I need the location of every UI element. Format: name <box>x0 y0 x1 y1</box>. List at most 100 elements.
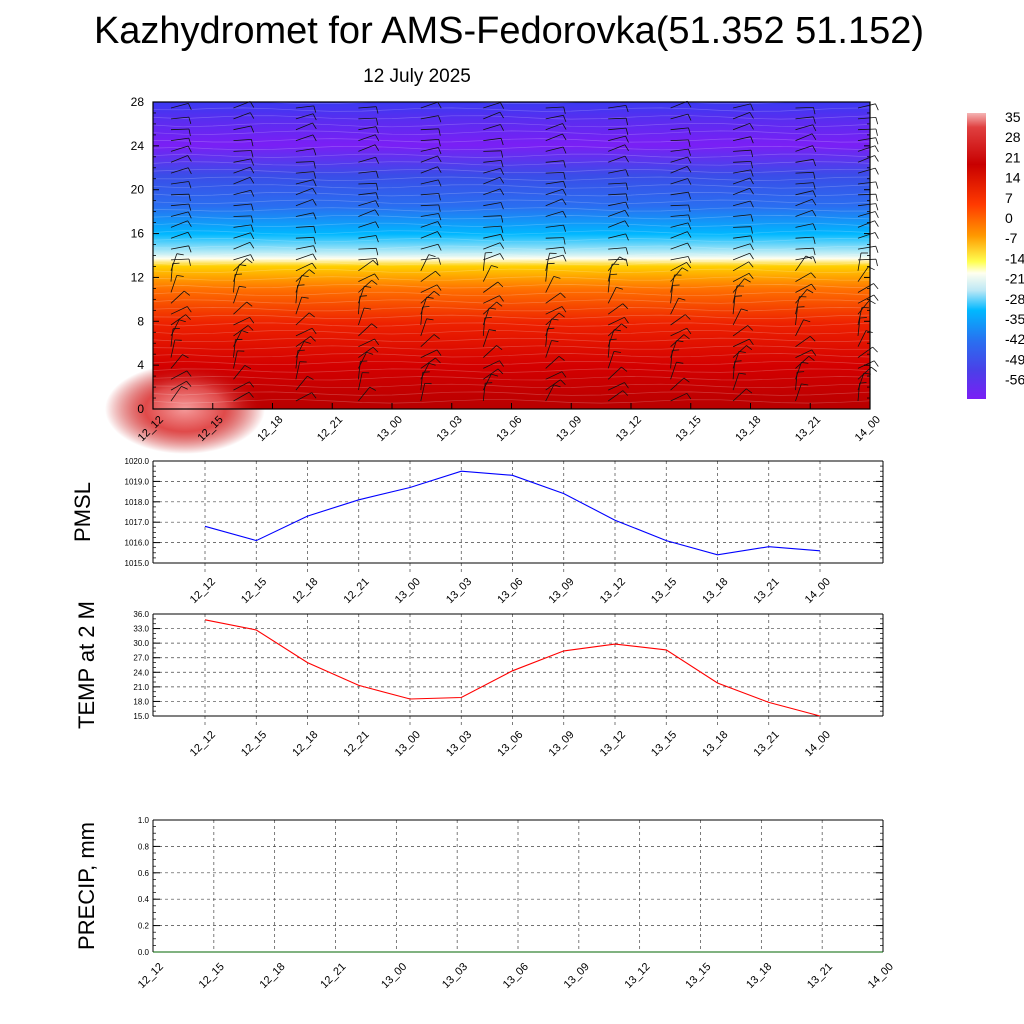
section-x-tick-label: 13_15 <box>674 414 704 444</box>
wind-barb-feather <box>433 334 440 340</box>
wind-barb-feather <box>250 224 254 232</box>
x-tick-label: 13_03 <box>440 961 470 991</box>
wind-barb <box>545 276 555 293</box>
x-tick-label: 13_12 <box>598 576 628 606</box>
wind-barb <box>358 200 376 207</box>
wind-barb-feather <box>375 106 379 114</box>
wind-barb <box>670 377 685 391</box>
wind-barb-feather <box>750 214 754 222</box>
wind-barb <box>295 171 314 174</box>
wind-barb <box>170 354 183 369</box>
wind-barb-feather <box>185 314 191 320</box>
wind-barb <box>608 105 627 109</box>
wind-barb-feather <box>686 166 692 173</box>
x-tick-label: 13_15 <box>649 576 679 606</box>
wind-barb-feather <box>683 377 690 383</box>
wind-barb <box>670 113 689 120</box>
wind-barb-feather <box>428 362 436 366</box>
wind-barb-feather <box>625 247 629 255</box>
wind-barb-feather <box>875 259 878 267</box>
wind-barb-feather <box>187 167 192 175</box>
wind-barb-feather <box>808 355 815 361</box>
colorbar-labels: 35 28 21 14 7 0 -7 -14 -21 -28 -35 -42 -49 -56 <box>1005 109 1024 388</box>
wind-barb-feather <box>176 275 184 277</box>
wind-barb <box>670 156 688 163</box>
wind-barb <box>358 280 372 293</box>
wind-barb-feather <box>811 349 817 356</box>
y-tick-label: 30.0 <box>133 639 149 648</box>
section-y-tick-label: 16 <box>131 227 145 241</box>
wind-barb <box>733 169 751 174</box>
wind-barb-feather <box>178 319 186 323</box>
wind-barb-feather <box>686 393 692 400</box>
colorbar-label: -14 <box>1005 250 1024 266</box>
wind-barb <box>795 307 798 326</box>
wind-barb-feather <box>186 370 192 377</box>
wind-barb <box>608 155 626 163</box>
wind-barb-feather <box>364 307 372 310</box>
wind-barb-feather <box>560 379 566 385</box>
wind-barb-feather <box>312 113 317 121</box>
wind-barb <box>607 366 622 380</box>
wind-barb-feather <box>250 166 255 174</box>
wind-barb <box>483 281 499 293</box>
wind-barb <box>857 103 876 109</box>
wind-barb <box>483 111 501 120</box>
wind-barb-feather <box>610 273 618 275</box>
wind-barb-feather <box>313 148 317 156</box>
wind-barb <box>545 340 552 358</box>
wind-barb <box>358 106 377 109</box>
wind-barb-feather <box>438 139 441 147</box>
wind-barb-feather <box>375 221 380 229</box>
wind-barb-feather <box>499 188 505 196</box>
wind-barb <box>795 116 814 120</box>
wind-barb-feather <box>553 384 561 388</box>
wind-barb <box>857 294 875 304</box>
wind-barb <box>733 214 752 217</box>
wind-barb <box>295 122 313 131</box>
wind-barb-feather <box>436 349 442 356</box>
wind-barb-feather <box>872 346 878 353</box>
wind-barb-feather <box>747 325 753 331</box>
wind-barb <box>795 319 804 337</box>
wind-barb <box>170 181 189 185</box>
wind-barb <box>233 166 251 174</box>
isoline <box>152 245 871 250</box>
wind-barb <box>608 201 626 207</box>
colorbar-label: 7 <box>1005 190 1013 206</box>
wind-barb <box>233 176 251 185</box>
wind-barb-feather <box>312 188 317 195</box>
wind-barb-feather <box>683 334 690 340</box>
isoline <box>152 222 871 227</box>
wind-barb-feather <box>749 243 754 251</box>
wind-barb-feather <box>624 210 629 217</box>
wind-barb-feather <box>873 360 879 367</box>
wind-barb-feather <box>372 260 379 266</box>
isoline <box>152 276 871 281</box>
wind-barb <box>608 169 626 174</box>
wind-barb <box>420 147 439 152</box>
wind-barb <box>732 261 749 272</box>
wind-barb <box>857 245 876 250</box>
wind-barb-feather <box>188 116 192 125</box>
wind-barb <box>670 392 688 402</box>
x-tick-label: 12_21 <box>342 576 372 606</box>
wind-barb-feather <box>616 286 624 290</box>
wind-barb <box>857 167 876 174</box>
wind-barb-feather <box>687 222 692 230</box>
wind-barb <box>732 177 751 185</box>
wind-barb <box>795 335 811 348</box>
wind-barb <box>358 286 365 304</box>
wind-barb-feather <box>873 283 879 290</box>
wind-barb-feather <box>312 122 317 130</box>
wind-barb <box>608 247 627 250</box>
wind-barb-feather <box>436 284 442 291</box>
wind-barb <box>358 182 377 185</box>
colorbar-label: -28 <box>1005 291 1024 307</box>
x-tick-label: 13_00 <box>393 576 423 606</box>
wind-barb <box>420 290 435 304</box>
wind-barb-feather <box>437 155 442 163</box>
wind-barb-feather <box>563 247 566 255</box>
wind-barb-feather <box>750 169 754 177</box>
wind-barb-feather <box>810 272 816 279</box>
